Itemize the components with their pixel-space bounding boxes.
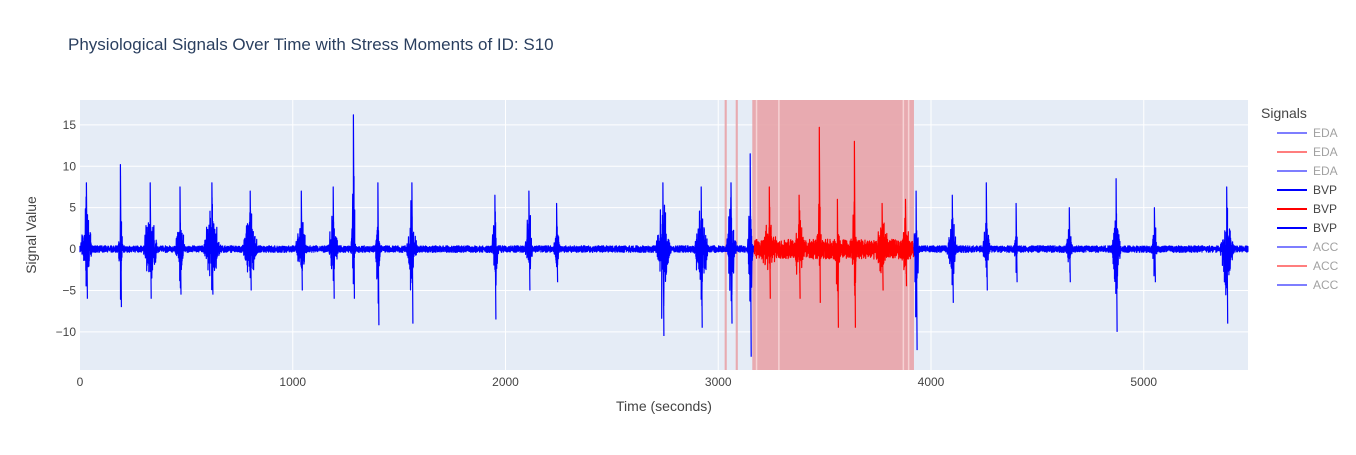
- legend-label: EDA: [1313, 164, 1338, 178]
- legend-item-acc[interactable]: ACC: [1277, 278, 1339, 292]
- legend-title: Signals: [1261, 105, 1307, 121]
- y-tick-label: 10: [63, 159, 77, 173]
- legend-item-bvp[interactable]: BVP: [1277, 183, 1337, 197]
- legend: Signals EDA EDA EDA BVP BVP BVP ACC ACC ACC: [1261, 105, 1339, 292]
- series-line-bvp[interactable]: [79, 114, 755, 357]
- series-line-bvp[interactable]: [913, 178, 1249, 351]
- legend-label: BVP: [1313, 221, 1337, 235]
- legend-label: EDA: [1313, 126, 1338, 140]
- y-tick-label: −10: [56, 325, 77, 339]
- legend-label: ACC: [1313, 259, 1339, 273]
- series-line-bvp[interactable]: [753, 126, 915, 328]
- y-axis-title: Signal Value: [23, 196, 39, 274]
- x-tick-label: 0: [77, 375, 84, 389]
- legend-label: ACC: [1313, 278, 1339, 292]
- y-tick-label: 15: [63, 118, 77, 132]
- legend-item-eda[interactable]: EDA: [1277, 126, 1338, 140]
- chart-title: Physiological Signals Over Time with Str…: [68, 35, 554, 54]
- x-tick-label: 1000: [279, 375, 306, 389]
- x-axis-ticks: 0 1000 2000 3000 4000 5000: [77, 375, 1158, 389]
- legend-item-acc[interactable]: ACC: [1277, 259, 1339, 273]
- legend-label: BVP: [1313, 202, 1337, 216]
- y-tick-label: −5: [62, 283, 76, 297]
- x-tick-label: 3000: [705, 375, 732, 389]
- legend-item-eda[interactable]: EDA: [1277, 145, 1338, 159]
- x-tick-label: 2000: [492, 375, 519, 389]
- series-lines: [79, 114, 1249, 357]
- legend-label: BVP: [1313, 183, 1337, 197]
- x-tick-label: 4000: [918, 375, 945, 389]
- y-tick-label: 0: [69, 242, 76, 256]
- legend-label: EDA: [1313, 145, 1338, 159]
- y-axis-ticks: −10 −5 0 5 10 15: [56, 118, 77, 339]
- legend-label: ACC: [1313, 240, 1339, 254]
- legend-item-acc[interactable]: ACC: [1277, 240, 1339, 254]
- legend-item-bvp[interactable]: BVP: [1277, 221, 1337, 235]
- stress-region: [752, 100, 914, 370]
- stress-region: [724, 100, 727, 370]
- legend-item-eda[interactable]: EDA: [1277, 164, 1338, 178]
- x-tick-label: 5000: [1130, 375, 1157, 389]
- legend-item-bvp[interactable]: BVP: [1277, 202, 1337, 216]
- y-tick-label: 5: [69, 201, 76, 215]
- stress-region: [735, 100, 738, 370]
- x-axis-title: Time (seconds): [616, 398, 712, 414]
